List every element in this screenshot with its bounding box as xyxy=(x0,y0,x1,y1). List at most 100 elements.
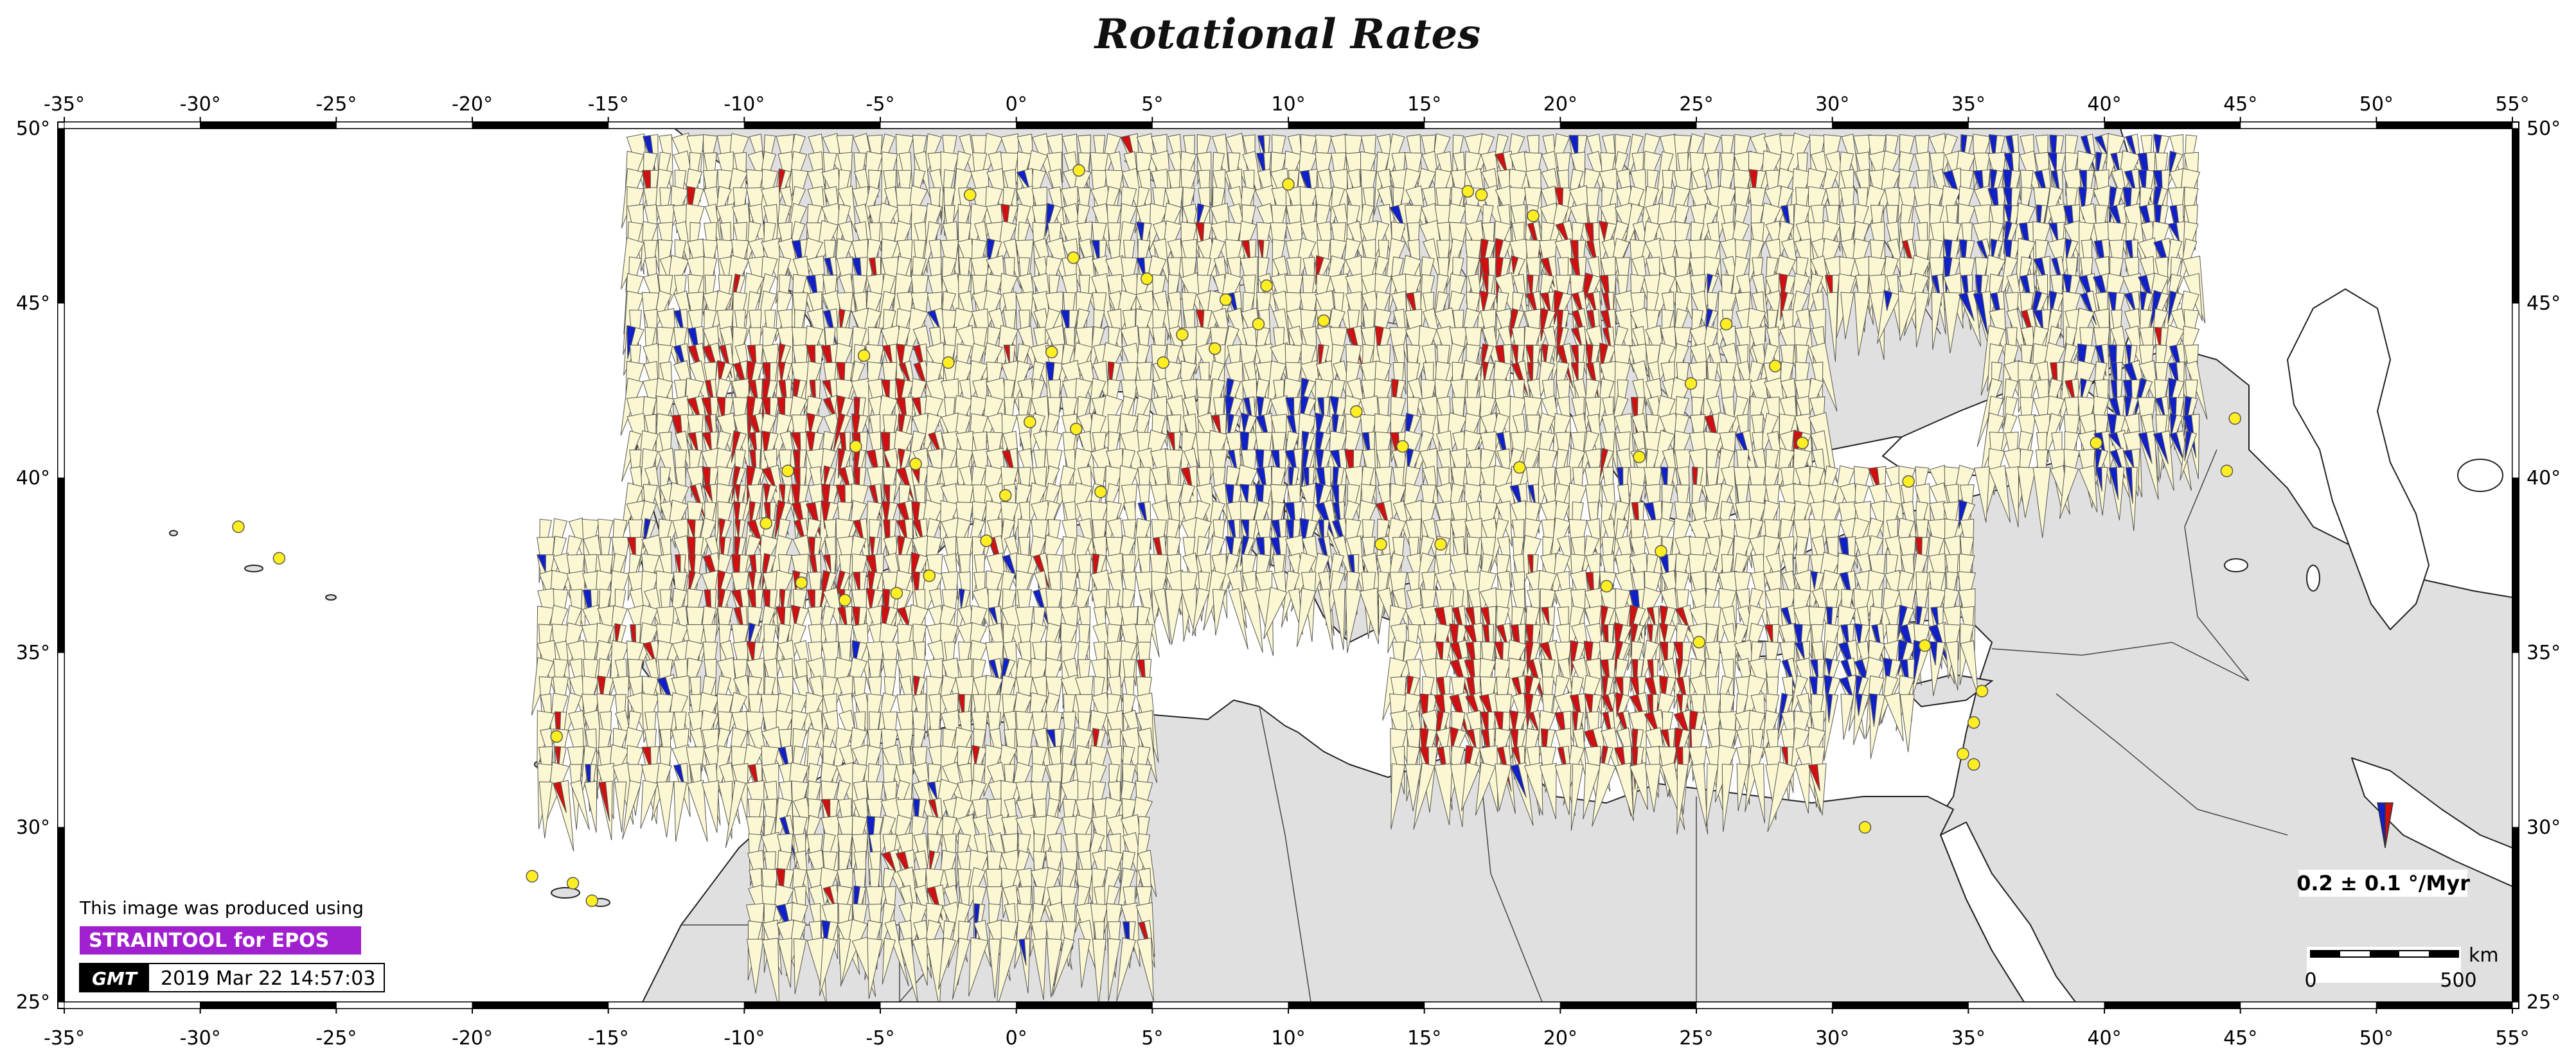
rotation-wedge xyxy=(1032,938,1047,1000)
gnss-station-dot xyxy=(1282,178,1295,191)
frame-band-left xyxy=(57,477,65,653)
rotation-indicator-counterclockwise xyxy=(1826,693,1833,723)
rotation-wedge xyxy=(1390,763,1406,830)
rotation-indicator-counterclockwise xyxy=(2078,186,2088,220)
rotation-indicator-clockwise xyxy=(1167,432,1175,454)
gnss-station-dot xyxy=(1067,251,1080,265)
rotation-wedge xyxy=(1263,586,1288,640)
gnss-station-dot xyxy=(849,440,862,453)
frame-band-right xyxy=(2512,827,2519,1003)
rotation-indicator-clockwise xyxy=(733,501,741,532)
rotation-wedge xyxy=(640,780,659,829)
frame-band-right xyxy=(2512,303,2519,479)
rotation-indicator-counterclockwise xyxy=(2184,430,2192,462)
gnss-station-dot xyxy=(1461,185,1475,198)
rotation-indicator-clockwise xyxy=(823,554,831,573)
rotation-indicator-clockwise xyxy=(1584,693,1594,718)
rotation-indicator-counterclockwise xyxy=(1794,642,1806,660)
rotation-wedge xyxy=(1434,763,1453,825)
rotation-indicator-clockwise xyxy=(674,554,681,579)
rotation-wedge xyxy=(819,937,837,996)
rotation-indicator-counterclockwise xyxy=(959,588,965,611)
frame-band-top xyxy=(1832,121,1969,129)
rotation-wedge xyxy=(1138,588,1160,658)
rotation-wedge xyxy=(1794,763,1811,814)
frame-band-bottom xyxy=(1288,1001,1425,1009)
rotation-wedge xyxy=(1179,431,1196,497)
rotation-indicator-clockwise xyxy=(702,432,713,453)
rotation-wedge xyxy=(1345,588,1362,653)
rotation-indicator-counterclockwise xyxy=(988,606,999,626)
rotation-indicator-clockwise xyxy=(731,430,741,463)
map-title: Rotational Rates xyxy=(1094,10,1481,58)
rotation-indicator-counterclockwise xyxy=(1256,396,1265,426)
lake-urmia xyxy=(2306,565,2320,592)
rotation-wedge xyxy=(1116,937,1137,1002)
frame-band-bottom xyxy=(472,1001,609,1009)
rotation-wedge xyxy=(1318,588,1334,651)
longitude-tick-label: -20° xyxy=(452,93,493,116)
rotation-indicator-clockwise xyxy=(821,500,831,529)
frame-band-bottom xyxy=(200,1001,337,1009)
gnss-station-dot xyxy=(1374,538,1387,551)
rotation-wedge xyxy=(831,727,853,798)
rotation-indicator-counterclockwise xyxy=(2108,432,2122,450)
rotation-wedge xyxy=(968,937,989,997)
rotation-indicator-counterclockwise xyxy=(1854,623,1863,648)
longitude-tick-label: -25° xyxy=(315,1027,357,1050)
gnss-station-dot xyxy=(232,520,245,533)
rotation-indicator-clockwise xyxy=(913,675,920,701)
rotation-indicator-counterclockwise xyxy=(2167,290,2177,324)
rotation-wedge xyxy=(1615,762,1634,822)
rotation-wedge xyxy=(839,938,851,986)
rotation-wedge xyxy=(1592,762,1617,827)
latitude-tick-label: 35° xyxy=(16,642,50,664)
rotation-indicator-counterclockwise xyxy=(1825,658,1833,677)
rotation-indicator-counterclockwise xyxy=(1331,484,1339,516)
rotation-indicator-clockwise xyxy=(912,571,920,606)
rotation-indicator-counterclockwise xyxy=(537,554,546,573)
rotation-indicator-clockwise xyxy=(1659,675,1669,709)
rotation-indicator-counterclockwise xyxy=(1988,134,1998,163)
longitude-tick-label: 30° xyxy=(1815,93,1849,116)
rotation-wedge xyxy=(1750,570,1769,640)
longitude-tick-label: 35° xyxy=(1951,93,1985,116)
rotation-indicator-counterclockwise xyxy=(2032,310,2044,331)
gnss-station-dot xyxy=(1684,377,1698,390)
island-canary xyxy=(551,887,580,899)
rotation-wedge xyxy=(1135,833,1151,899)
rotation-wedge xyxy=(1281,570,1301,628)
rotation-indicator-counterclockwise xyxy=(1973,292,1989,337)
rotation-indicator-counterclockwise xyxy=(1016,170,1030,190)
frame-band-bottom xyxy=(2104,1001,2241,1009)
rotation-wedge xyxy=(746,938,764,994)
gnss-station-dot xyxy=(1141,272,1153,285)
rotation-wedge xyxy=(1826,292,1838,362)
sea-caspian xyxy=(2287,288,2429,630)
rotation-indicator-counterclockwise xyxy=(927,310,941,330)
rotation-indicator-counterclockwise xyxy=(2155,397,2166,421)
rotation-indicator-clockwise xyxy=(1511,746,1522,768)
gnss-station-dot xyxy=(526,870,538,883)
rotation-indicator-clockwise xyxy=(719,536,726,567)
rotation-indicator-clockwise xyxy=(1764,624,1773,647)
rotation-indicator-counterclockwise xyxy=(927,781,938,801)
longitude-tick-label: -30° xyxy=(180,93,221,116)
frame-scale-bands xyxy=(57,121,2519,1009)
rotation-wedge xyxy=(1721,763,1734,832)
longitude-tick-label: 30° xyxy=(1815,1027,1849,1050)
island-azores xyxy=(244,565,263,572)
rotation-wedge xyxy=(1048,186,1068,254)
longitude-tick-label: 40° xyxy=(2087,93,2121,116)
rotation-wedge xyxy=(761,937,779,1002)
rotation-wedge xyxy=(1078,938,1091,988)
rotation-indicator-counterclockwise xyxy=(2065,238,2072,261)
rotation-indicator-clockwise xyxy=(911,397,922,419)
rotation-indicator-clockwise xyxy=(734,484,741,504)
gnss-station-dot xyxy=(1633,450,1646,464)
rotation-indicator-counterclockwise xyxy=(1897,639,1908,676)
rotation-indicator-clockwise xyxy=(821,799,831,823)
longitude-labels-top: -35° -30° -25° -20° -15° -10° -5° 0° 5° 10° 15° 20°… xyxy=(44,93,2530,122)
rotation-wedge xyxy=(988,938,1001,998)
gnss-station-dot xyxy=(585,894,599,907)
